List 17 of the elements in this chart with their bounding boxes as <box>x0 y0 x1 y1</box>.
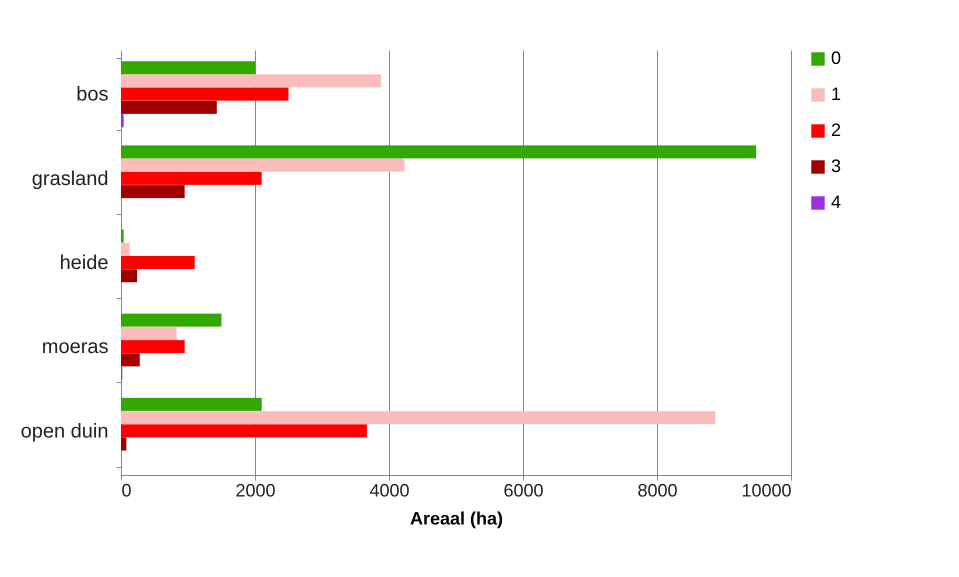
x-tick-label: 10000 <box>741 480 792 500</box>
x-tick-label: 6000 <box>503 480 544 500</box>
x-tick-label: 0 <box>122 480 132 500</box>
y-tick-label: heide <box>60 252 108 274</box>
legend-label: 0 <box>831 48 842 68</box>
x-tick-label: 8000 <box>637 480 678 500</box>
y-tick-label: moeras <box>42 336 108 358</box>
legend-label: 2 <box>831 120 842 140</box>
legend-label: 3 <box>831 156 842 176</box>
y-tick-label: grasland <box>32 168 108 190</box>
legend-label: 4 <box>831 192 842 212</box>
y-tick-label: open duin <box>20 420 108 442</box>
legend-label: 1 <box>831 84 842 104</box>
x-tick-label: 4000 <box>369 480 410 500</box>
x-tick-label: 2000 <box>235 480 276 500</box>
x-axis-title: Areaal (ha) <box>410 508 504 528</box>
y-tick-label: bos <box>76 84 108 106</box>
